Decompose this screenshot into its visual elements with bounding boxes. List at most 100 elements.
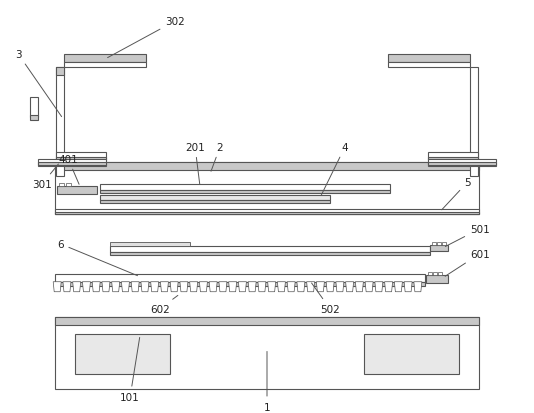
Polygon shape: [404, 282, 412, 292]
Bar: [388, 55, 470, 63]
Polygon shape: [356, 282, 363, 292]
Polygon shape: [336, 282, 344, 292]
Polygon shape: [112, 282, 120, 292]
Bar: [364, 334, 459, 374]
Bar: [428, 162, 496, 166]
Text: 602: 602: [150, 296, 178, 314]
Polygon shape: [53, 282, 61, 292]
Polygon shape: [258, 282, 266, 292]
Bar: [55, 317, 479, 325]
Bar: [430, 245, 448, 251]
Bar: [56, 166, 64, 176]
Text: 301: 301: [33, 165, 58, 190]
Bar: [55, 209, 479, 214]
Text: 4: 4: [321, 142, 348, 196]
Polygon shape: [73, 282, 81, 292]
Bar: [56, 68, 64, 76]
Bar: [55, 274, 425, 282]
Bar: [428, 272, 432, 275]
Polygon shape: [209, 282, 217, 292]
Bar: [55, 162, 479, 171]
Bar: [100, 190, 390, 193]
Bar: [110, 242, 190, 246]
Bar: [55, 212, 479, 214]
Bar: [30, 116, 38, 121]
Polygon shape: [151, 282, 159, 292]
Polygon shape: [131, 282, 139, 292]
Text: 302: 302: [107, 17, 185, 59]
Bar: [56, 68, 64, 162]
Bar: [388, 63, 470, 68]
Bar: [442, 242, 446, 245]
Bar: [56, 152, 106, 159]
Polygon shape: [219, 282, 227, 292]
Bar: [428, 159, 496, 166]
Polygon shape: [365, 282, 373, 292]
Bar: [57, 186, 97, 195]
Bar: [100, 184, 390, 190]
Text: 3: 3: [15, 50, 61, 117]
Bar: [38, 159, 106, 166]
Bar: [66, 183, 71, 186]
Bar: [433, 272, 437, 275]
Polygon shape: [121, 282, 129, 292]
Polygon shape: [180, 282, 188, 292]
Text: 5: 5: [442, 178, 471, 210]
Bar: [437, 242, 441, 245]
Bar: [432, 242, 436, 245]
Bar: [55, 282, 425, 286]
Polygon shape: [141, 282, 149, 292]
Bar: [55, 162, 479, 214]
Bar: [100, 195, 330, 200]
Bar: [55, 317, 479, 389]
Bar: [100, 200, 330, 203]
Polygon shape: [316, 282, 324, 292]
Polygon shape: [326, 282, 334, 292]
Bar: [110, 252, 430, 255]
Bar: [470, 166, 478, 176]
Bar: [426, 275, 448, 283]
Polygon shape: [199, 282, 207, 292]
Polygon shape: [92, 282, 100, 292]
Text: 401: 401: [58, 154, 79, 185]
Bar: [64, 55, 146, 63]
Polygon shape: [229, 282, 237, 292]
Polygon shape: [384, 282, 392, 292]
Polygon shape: [238, 282, 246, 292]
Polygon shape: [160, 282, 168, 292]
Polygon shape: [345, 282, 354, 292]
Polygon shape: [82, 282, 90, 292]
Polygon shape: [277, 282, 285, 292]
Bar: [110, 246, 430, 252]
Polygon shape: [375, 282, 383, 292]
Text: 502: 502: [311, 283, 340, 314]
Bar: [38, 162, 106, 166]
Text: 501: 501: [445, 224, 490, 247]
Bar: [438, 272, 442, 275]
Text: 201: 201: [185, 142, 205, 185]
Text: 2: 2: [211, 142, 223, 172]
Polygon shape: [268, 282, 276, 292]
Text: 601: 601: [445, 249, 490, 277]
Polygon shape: [395, 282, 402, 292]
Polygon shape: [190, 282, 198, 292]
Polygon shape: [170, 282, 178, 292]
Bar: [428, 157, 478, 161]
Text: 101: 101: [120, 337, 140, 402]
Polygon shape: [63, 282, 71, 292]
Bar: [59, 183, 64, 186]
Bar: [64, 63, 146, 68]
Polygon shape: [248, 282, 256, 292]
Bar: [470, 68, 478, 162]
Text: 1: 1: [264, 351, 270, 412]
Bar: [30, 97, 38, 118]
Polygon shape: [287, 282, 295, 292]
Text: 6: 6: [57, 239, 138, 276]
Bar: [75, 334, 170, 374]
Polygon shape: [307, 282, 315, 292]
Bar: [428, 152, 478, 159]
Polygon shape: [414, 282, 422, 292]
Bar: [56, 157, 106, 161]
Polygon shape: [297, 282, 305, 292]
Polygon shape: [102, 282, 110, 292]
